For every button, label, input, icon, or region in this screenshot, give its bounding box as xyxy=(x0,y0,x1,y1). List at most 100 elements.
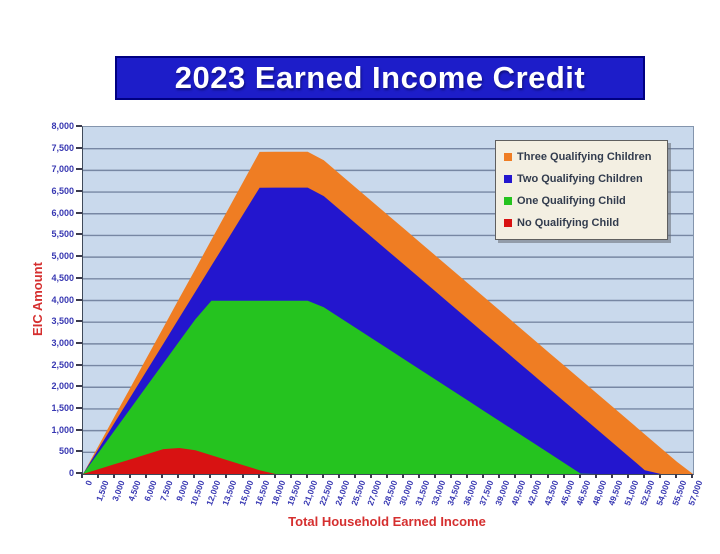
x-axis-tick-mark xyxy=(434,474,437,478)
y-axis-tick-label: 1,000 xyxy=(51,424,74,435)
x-axis-tick-mark xyxy=(241,474,244,478)
x-axis-tick-mark xyxy=(161,474,164,478)
y-axis-tick-mark xyxy=(76,211,82,214)
y-axis-tick-label: 5,500 xyxy=(51,229,74,240)
legend-item: Two Qualifying Children xyxy=(504,173,663,185)
area-series-no-qualifying-child xyxy=(83,448,693,474)
y-axis-tick-label: 7,000 xyxy=(51,164,74,175)
y-axis-title: EIC Amount xyxy=(30,262,45,336)
y-axis-tick-mark xyxy=(76,428,82,431)
y-axis-tick-mark xyxy=(76,341,82,344)
y-axis-tick-mark xyxy=(76,190,82,193)
legend-swatch-one-qualifying-child xyxy=(504,197,512,205)
x-axis-tick-mark xyxy=(321,474,324,478)
x-axis-title: Total Household Earned Income xyxy=(288,514,486,529)
x-axis-tick-mark xyxy=(658,474,661,478)
y-axis-tick-label: 2,500 xyxy=(51,359,74,370)
chart-title-banner: 2023 Earned Income Credit xyxy=(115,56,645,100)
x-axis-tick-mark xyxy=(674,474,677,478)
y-axis-tick-label: 6,000 xyxy=(51,207,74,218)
y-axis-tick-label: 3,000 xyxy=(51,337,74,348)
x-axis-tick-mark xyxy=(642,474,645,478)
y-axis-tick-label: 0 xyxy=(68,468,74,478)
y-axis-tick-label: 7,500 xyxy=(51,142,74,153)
x-axis-tick-mark xyxy=(450,474,453,478)
y-axis-tick-label: 500 xyxy=(58,446,74,457)
x-axis-tick-mark xyxy=(402,474,405,478)
x-axis-tick-mark xyxy=(225,474,228,478)
y-axis-tick-mark xyxy=(76,385,82,388)
x-axis-tick-mark xyxy=(145,474,148,478)
x-axis-tick-label: 57,000 xyxy=(686,479,705,507)
legend-swatch-no-qualifying-child xyxy=(504,219,512,227)
x-axis-tick-mark xyxy=(691,474,693,478)
x-axis-tick-mark xyxy=(546,474,549,478)
x-axis-tick-mark xyxy=(610,474,613,478)
x-axis-tick-mark xyxy=(177,474,180,478)
y-axis-tick-label: 2,000 xyxy=(51,381,74,392)
area-series-one-qualifying-child xyxy=(83,300,693,474)
y-axis-tick-label: 8,000 xyxy=(51,121,74,131)
chart-title: 2023 Earned Income Credit xyxy=(174,60,586,95)
y-axis-tick-mark xyxy=(76,255,82,258)
legend-label: One Qualifying Child xyxy=(517,195,626,207)
y-axis-tick-label: 4,000 xyxy=(51,294,74,305)
x-axis-tick-mark xyxy=(97,474,100,478)
legend-label: Three Qualifying Children xyxy=(517,151,652,163)
legend-item: Three Qualifying Children xyxy=(504,151,663,163)
x-axis-tick-mark xyxy=(257,474,260,478)
x-axis-tick-mark xyxy=(193,474,196,478)
y-axis-tick-mark xyxy=(76,168,82,171)
x-axis-tick-mark xyxy=(113,474,116,478)
y-axis-tick-mark xyxy=(76,406,82,409)
x-axis-tick-mark xyxy=(353,474,356,478)
x-axis-tick-label: 1,500 xyxy=(93,479,111,503)
x-axis-tick-label: 4,500 xyxy=(125,479,143,503)
x-axis-tick-mark xyxy=(386,474,388,478)
area-chart-svg xyxy=(83,147,693,474)
x-axis-tick-label: 9,000 xyxy=(174,479,191,503)
x-axis-tick-mark xyxy=(578,474,581,478)
x-axis-tick-label: 6,000 xyxy=(141,479,159,503)
x-axis-tick-mark xyxy=(626,474,629,478)
y-axis-tick-mark xyxy=(76,125,82,127)
y-axis-tick-mark xyxy=(76,146,82,149)
x-axis-tick-mark xyxy=(289,474,292,478)
y-axis-tick-mark xyxy=(76,472,82,474)
legend-item: One Qualifying Child xyxy=(504,195,663,207)
x-axis-tick-mark xyxy=(498,474,501,478)
x-axis-tick-mark xyxy=(369,474,372,478)
legend-label: Two Qualifying Children xyxy=(517,173,643,185)
x-axis-tick-mark xyxy=(482,474,485,478)
x-axis-tick-mark xyxy=(129,474,132,478)
y-axis-tick-mark xyxy=(76,233,82,236)
x-axis-tick-mark xyxy=(514,474,517,478)
y-axis-tick-mark xyxy=(76,276,82,279)
y-axis-tick-mark xyxy=(76,298,82,301)
x-axis-tick-mark xyxy=(209,474,212,478)
y-axis-tick-label: 4,500 xyxy=(51,272,74,283)
y-axis-tick-label: 6,500 xyxy=(51,186,74,197)
x-axis-tick-mark xyxy=(594,474,597,478)
legend-swatch-two-qualifying-children xyxy=(504,175,512,183)
y-axis-tick-label: 1,500 xyxy=(51,402,74,413)
x-axis-tick-mark xyxy=(530,474,533,478)
x-axis-tick-label: 3,000 xyxy=(109,479,127,503)
y-axis-tick-label: 3,500 xyxy=(51,316,74,327)
x-axis-tick-mark xyxy=(81,474,83,478)
y-axis-tick-mark xyxy=(76,363,82,366)
y-axis-tick-mark xyxy=(76,320,82,323)
x-axis-tick-label: 0 xyxy=(83,479,95,487)
y-axis-tick-mark xyxy=(76,450,82,453)
legend-label: No Qualifying Child xyxy=(517,217,620,229)
x-axis-tick-mark xyxy=(273,474,276,478)
y-axis-tick-label: 5,000 xyxy=(51,251,74,262)
x-axis-tick-label: 7,500 xyxy=(157,479,175,503)
legend: Three Qualifying Children Two Qualifying … xyxy=(495,140,668,240)
x-axis-tick-mark xyxy=(466,474,469,478)
x-axis-tick-mark xyxy=(418,474,421,478)
legend-item: No Qualifying Child xyxy=(504,217,663,229)
x-axis-tick-mark xyxy=(337,474,340,478)
x-axis-tick-mark xyxy=(562,474,565,478)
